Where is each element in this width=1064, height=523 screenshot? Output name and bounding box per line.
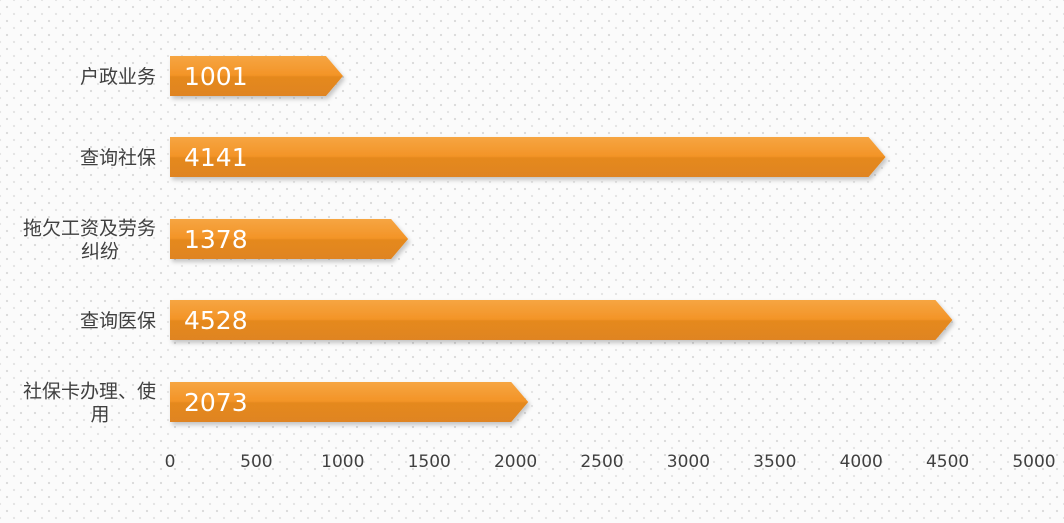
data-label: 4528 [184, 306, 248, 335]
data-label: 2073 [184, 388, 248, 417]
bars-group: 1001 4141 1378 4528 2073 [170, 56, 953, 422]
x-tick-label: 2000 [494, 452, 537, 472]
data-label: 1378 [184, 225, 248, 254]
category-label: 查询医保 [80, 310, 156, 332]
x-tick-label: 500 [240, 452, 272, 472]
x-axis-ticks-group: 0 500 1000 1500 2000 2500 3000 3500 4000 4500 5000 [165, 452, 1056, 472]
bar [170, 300, 953, 340]
bar [170, 382, 529, 422]
bar [170, 56, 343, 96]
bar [170, 137, 886, 177]
category-label: 社保卡办理、使用 [23, 381, 156, 426]
x-tick-label: 3500 [753, 452, 796, 472]
category-label: 拖欠工资及劳务纠纷 [23, 218, 156, 263]
bar [170, 219, 409, 259]
x-tick-label: 3000 [667, 452, 710, 472]
x-tick-label: 1500 [408, 452, 451, 472]
x-tick-label: 2500 [580, 452, 623, 472]
category-label: 户政业务 [80, 66, 156, 88]
category-label: 查询社保 [80, 147, 156, 169]
x-tick-label: 4500 [926, 452, 969, 472]
x-tick-label: 4000 [840, 452, 883, 472]
x-tick-label: 0 [165, 452, 176, 472]
data-label: 4141 [184, 143, 248, 172]
data-label: 1001 [184, 62, 248, 91]
x-tick-label: 1000 [321, 452, 364, 472]
x-tick-label: 5000 [1012, 452, 1055, 472]
